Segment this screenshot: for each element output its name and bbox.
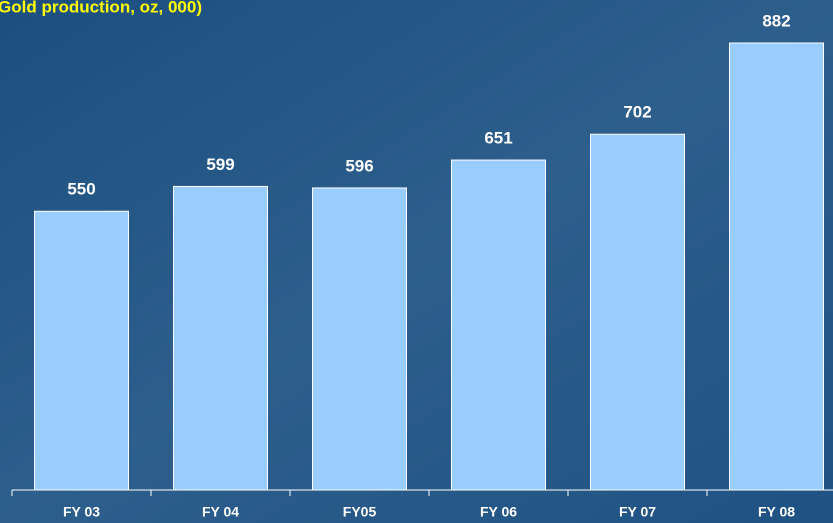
- bar: [590, 133, 685, 491]
- chart-title: Gold production, oz, 000): [0, 0, 202, 16]
- value-label: 651: [484, 129, 512, 148]
- value-label: 596: [345, 156, 373, 175]
- x-tick-label: FY05: [343, 504, 377, 520]
- x-tick-label: FY 04: [202, 504, 239, 520]
- x-tick-label: FY 03: [63, 504, 100, 520]
- x-tick-label: FY 06: [480, 504, 517, 520]
- value-label: 599: [206, 155, 234, 174]
- bar: [451, 159, 546, 491]
- bar: [312, 187, 407, 491]
- bar: [34, 210, 129, 491]
- value-label: 702: [623, 103, 651, 122]
- x-tick-label: FY 07: [619, 504, 656, 520]
- bar: [729, 42, 824, 491]
- value-label: 550: [67, 180, 95, 199]
- x-tick-label: FY 08: [758, 504, 795, 520]
- value-label: 882: [762, 11, 790, 30]
- bar: [173, 185, 268, 491]
